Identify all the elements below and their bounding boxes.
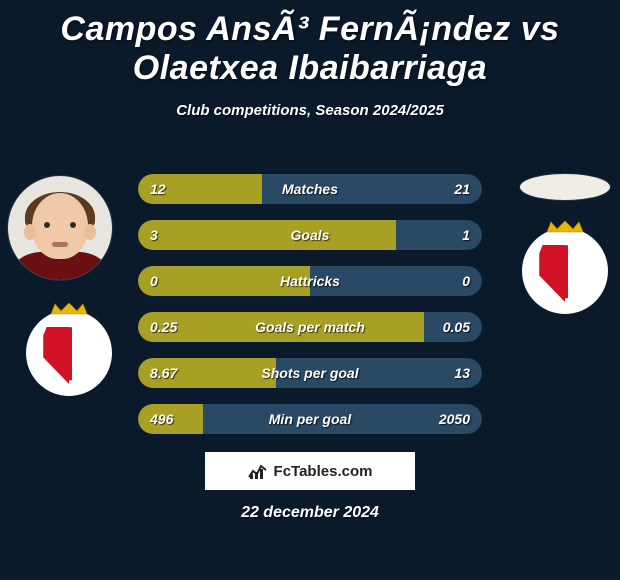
stat-label: Shots per goal bbox=[138, 358, 482, 388]
stat-right-value: 21 bbox=[454, 174, 470, 204]
stat-label: Goals bbox=[138, 220, 482, 250]
stat-label: Goals per match bbox=[138, 312, 482, 342]
chart-icon bbox=[248, 462, 268, 480]
stat-right-value: 0 bbox=[462, 266, 470, 296]
player1-eye bbox=[44, 222, 50, 228]
stat-label: Matches bbox=[138, 174, 482, 204]
stat-right-value: 2050 bbox=[439, 404, 470, 434]
stat-row: 0 Hattricks 0 bbox=[138, 266, 482, 296]
player1-ear bbox=[84, 224, 96, 240]
player2-avatar bbox=[520, 174, 610, 200]
crown-icon bbox=[49, 302, 89, 316]
player1-face bbox=[32, 193, 88, 259]
stat-right-value: 13 bbox=[454, 358, 470, 388]
footer-brand-text: FcTables.com bbox=[274, 463, 373, 480]
comparison-date: 22 december 2024 bbox=[0, 504, 620, 522]
stat-label: Min per goal bbox=[138, 404, 482, 434]
player2-club-crest bbox=[522, 228, 608, 314]
comparison-subtitle: Club competitions, Season 2024/2025 bbox=[0, 102, 620, 119]
stat-row: 496 Min per goal 2050 bbox=[138, 404, 482, 434]
player1-avatar bbox=[8, 176, 112, 280]
stat-row: 12 Matches 21 bbox=[138, 174, 482, 204]
crown-icon bbox=[545, 220, 585, 234]
stat-row: 8.67 Shots per goal 13 bbox=[138, 358, 482, 388]
stat-right-value: 1 bbox=[462, 220, 470, 250]
comparison-title: Campos AnsÃ³ FernÃ¡ndez vs Olaetxea Ibai… bbox=[0, 0, 620, 94]
player1-mouth bbox=[52, 242, 68, 247]
shield-icon bbox=[537, 241, 593, 303]
player1-eye bbox=[70, 222, 76, 228]
stats-bars: 12 Matches 21 3 Goals 1 0 Hattricks 0 0.… bbox=[138, 174, 482, 450]
stat-row: 3 Goals 1 bbox=[138, 220, 482, 250]
stat-right-value: 0.05 bbox=[443, 312, 470, 342]
shield-icon bbox=[41, 323, 97, 385]
stat-row: 0.25 Goals per match 0.05 bbox=[138, 312, 482, 342]
footer-brand-box: FcTables.com bbox=[205, 452, 415, 490]
player1-ear bbox=[24, 224, 36, 240]
stat-label: Hattricks bbox=[138, 266, 482, 296]
player1-club-crest bbox=[26, 310, 112, 396]
